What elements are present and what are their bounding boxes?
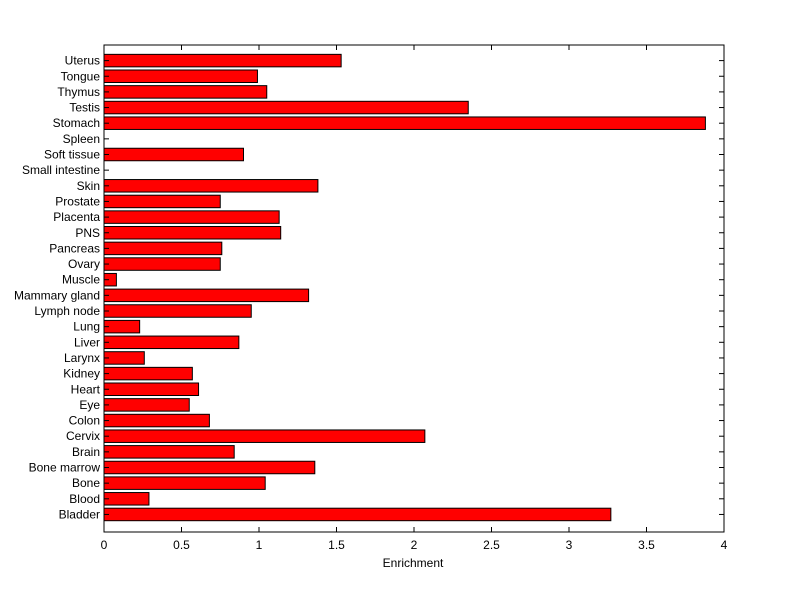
bar-stomach bbox=[103, 116, 706, 130]
x-tick-label: 1.5 bbox=[328, 538, 345, 552]
y-tick-label: Spleen bbox=[63, 132, 100, 146]
bar-lung bbox=[103, 319, 141, 334]
y-tick-label: Muscle bbox=[62, 273, 100, 287]
bar-soft-tissue bbox=[103, 147, 244, 162]
y-tick-label: Cervix bbox=[66, 429, 100, 443]
y-tick-label: Small intestine bbox=[22, 163, 100, 177]
y-tick-label: Bladder bbox=[59, 507, 100, 521]
x-tick-label: 1 bbox=[256, 538, 263, 552]
x-tick-label: 0.5 bbox=[173, 538, 190, 552]
y-tick-label: Skin bbox=[77, 179, 100, 193]
bar-testis bbox=[103, 100, 469, 115]
y-tick-label: Placenta bbox=[53, 210, 100, 224]
bar-skin bbox=[103, 179, 319, 193]
bar-bone bbox=[103, 476, 266, 490]
bar-bladder bbox=[103, 507, 612, 522]
bar-pancreas bbox=[103, 241, 223, 256]
x-tick-label: 3.5 bbox=[638, 538, 655, 552]
y-tick-label: Tongue bbox=[61, 69, 101, 83]
bar-lymph-node bbox=[103, 304, 252, 318]
bar-liver bbox=[103, 335, 240, 350]
y-tick-label: Blood bbox=[69, 492, 100, 506]
x-tick-label: 0 bbox=[101, 538, 108, 552]
bar-larynx bbox=[103, 351, 145, 365]
bar-brain bbox=[103, 445, 235, 459]
y-tick-label: Uterus bbox=[65, 54, 100, 68]
y-tick-label: Ovary bbox=[68, 257, 100, 271]
x-tick-label: 4 bbox=[721, 538, 728, 552]
y-tick-label: Liver bbox=[74, 335, 100, 349]
y-tick-label: Prostate bbox=[55, 194, 100, 208]
bar-tongue bbox=[103, 69, 258, 83]
bar-placenta bbox=[103, 210, 280, 224]
ticks-group bbox=[103, 45, 725, 532]
y-tick-label: Pancreas bbox=[49, 241, 100, 255]
bar-pns bbox=[103, 226, 282, 240]
y-tick-label: Soft tissue bbox=[44, 148, 100, 162]
y-tick-label: PNS bbox=[75, 226, 100, 240]
y-tick-label: Lymph node bbox=[34, 304, 100, 318]
y-tick-label: Lung bbox=[73, 320, 100, 334]
bar-ovary bbox=[103, 257, 221, 271]
bar-blood bbox=[103, 492, 150, 506]
x-tick-label: 3 bbox=[566, 538, 573, 552]
y-tick-label: Brain bbox=[72, 445, 100, 459]
y-tick-label: Stomach bbox=[53, 116, 100, 130]
bar-heart bbox=[103, 382, 200, 396]
x-tick-label: 2.5 bbox=[483, 538, 500, 552]
y-tick-label: Bone marrow bbox=[29, 461, 101, 475]
y-tick-label: Kidney bbox=[63, 367, 100, 381]
bar-thymus bbox=[103, 85, 268, 99]
y-tick-label: Bone bbox=[72, 476, 100, 490]
bar-eye bbox=[103, 398, 190, 412]
bar-kidney bbox=[103, 366, 193, 381]
y-tick-label: Thymus bbox=[57, 85, 100, 99]
y-tick-label: Larynx bbox=[64, 351, 100, 365]
x-tick-label: 2 bbox=[411, 538, 418, 552]
y-tick-label: Testis bbox=[69, 101, 100, 115]
bar-mammary-gland bbox=[103, 288, 310, 303]
bar-cervix bbox=[103, 429, 426, 443]
x-axis-label: Enrichment bbox=[383, 556, 444, 570]
bar-bone-marrow bbox=[103, 460, 316, 475]
y-tick-label: Heart bbox=[71, 382, 101, 396]
bar-prostate bbox=[103, 194, 221, 209]
y-tick-label: Colon bbox=[69, 414, 100, 428]
x-tick-labels: 0 0.5 1 1.5 2 2.5 3 3.5 4 bbox=[101, 538, 728, 552]
y-tick-label: Mammary gland bbox=[14, 288, 100, 302]
bars-group bbox=[103, 53, 706, 522]
y-tick-label: Eye bbox=[79, 398, 100, 412]
bar-uterus bbox=[103, 53, 342, 68]
bar-colon bbox=[103, 413, 210, 428]
